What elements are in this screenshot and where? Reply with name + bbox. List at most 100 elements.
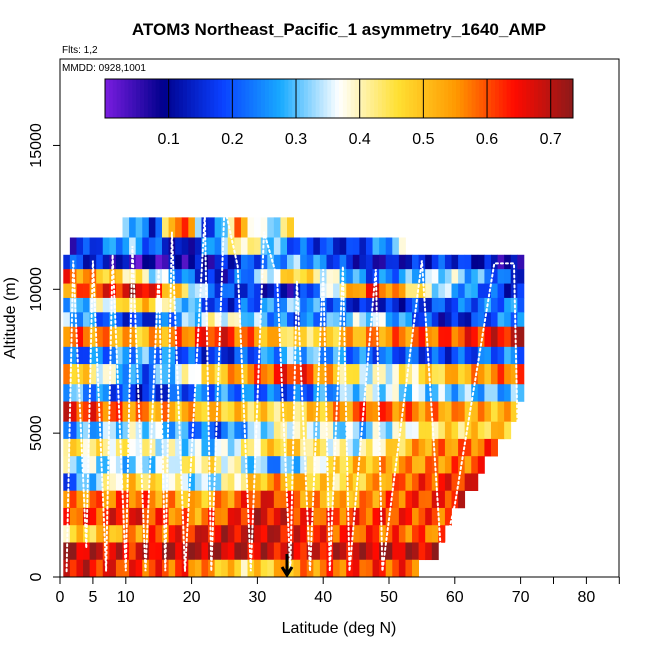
- heatmap-cell: [168, 421, 176, 440]
- heatmap-cell: [69, 364, 77, 385]
- heatmap-cell: [471, 421, 479, 440]
- colorbar-segment: [374, 79, 379, 118]
- heatmap-cell: [379, 269, 387, 284]
- colorbar-segment: [311, 79, 317, 118]
- heatmap-cell: [155, 312, 163, 328]
- heatmap-cell: [392, 297, 400, 313]
- heatmap-cell: [102, 254, 110, 270]
- heatmap-cell: [115, 237, 123, 256]
- heatmap-cell: [359, 473, 367, 491]
- heatmap-cell: [287, 326, 294, 348]
- heatmap-cell: [129, 312, 137, 328]
- heatmap-cell: [451, 401, 459, 422]
- x-tick-label: 30: [249, 589, 267, 606]
- colorbar-segment: [432, 79, 437, 118]
- heatmap-cell: [379, 297, 387, 313]
- heatmap-cell: [458, 283, 466, 299]
- heatmap-cell: [208, 326, 216, 348]
- colorbar-segment: [545, 79, 551, 118]
- heatmap-cell: [122, 421, 130, 440]
- heatmap-cell: [69, 401, 77, 422]
- heatmap-cell: [221, 421, 229, 440]
- heatmap-cell: [240, 559, 248, 578]
- heatmap-cell: [135, 326, 143, 348]
- heatmap-cell: [444, 456, 452, 474]
- heatmap-cell: [451, 438, 459, 457]
- heatmap-cell: [148, 384, 156, 402]
- heatmap-cell: [379, 473, 387, 491]
- heatmap-cell: [221, 297, 229, 313]
- heatmap-cell: [333, 559, 341, 578]
- colorbar-segment: [405, 79, 410, 118]
- heatmap-cell: [477, 384, 485, 402]
- colorbar-segment: [444, 79, 449, 118]
- heatmap-cell: [398, 269, 406, 284]
- heatmap-cell: [155, 559, 163, 578]
- heatmap-cell: [359, 283, 367, 299]
- colorbar-segment: [362, 79, 367, 118]
- heatmap-cell: [89, 490, 97, 509]
- heatmap-cell: [451, 283, 459, 299]
- heatmap-cell: [412, 507, 420, 526]
- heatmap-cell: [444, 364, 452, 385]
- heatmap-cell: [148, 507, 156, 526]
- heatmap-cell: [201, 384, 209, 402]
- heatmap-cell: [155, 237, 163, 256]
- heatmap-cell: [194, 237, 202, 256]
- heatmap-cell: [135, 254, 143, 270]
- heatmap-cell: [109, 490, 117, 509]
- heatmap-cell: [352, 473, 360, 491]
- heatmap-cell: [504, 384, 512, 402]
- heatmap-cell: [398, 237, 406, 256]
- heatmap-cell: [359, 542, 367, 561]
- heatmap-cell: [405, 542, 413, 561]
- heatmap-cell: [504, 269, 512, 284]
- heatmap-cell: [76, 312, 84, 328]
- heatmap-cell: [326, 421, 334, 440]
- heatmap-cell: [306, 283, 314, 299]
- heatmap-cell: [214, 254, 222, 270]
- heatmap-cell: [412, 346, 420, 365]
- heatmap-cell: [76, 507, 84, 526]
- heatmap-cell: [142, 326, 150, 348]
- heatmap-cell: [227, 559, 235, 578]
- heatmap-cell: [326, 438, 334, 457]
- heatmap-cell: [194, 283, 202, 299]
- heatmap-cell: [247, 438, 255, 457]
- heatmap-cell: [142, 237, 150, 256]
- heatmap-cell: [102, 438, 110, 457]
- heatmap-cell: [129, 507, 137, 526]
- heatmap-cell: [359, 421, 367, 440]
- heatmap-cell: [142, 473, 150, 491]
- heatmap-cell: [188, 283, 196, 299]
- heatmap-cell: [379, 283, 387, 299]
- heatmap-cell: [181, 490, 189, 509]
- heatmap-cell: [300, 283, 308, 299]
- heatmap-cell: [135, 269, 143, 284]
- heatmap-cell: [418, 542, 426, 561]
- heatmap-cell: [188, 312, 196, 328]
- heatmap-cell: [194, 559, 202, 578]
- colorbar-segment: [179, 79, 184, 118]
- heatmap-cell: [392, 269, 400, 284]
- heatmap-cell: [313, 346, 321, 365]
- position-marker: [280, 553, 294, 578]
- heatmap-cell: [339, 559, 347, 578]
- heatmap-cell: [175, 438, 183, 457]
- heatmap-cell: [425, 421, 433, 440]
- heatmap-cell: [188, 525, 196, 543]
- heatmap-cell: [392, 507, 400, 526]
- heatmap-cell: [293, 438, 301, 457]
- heatmap-cell: [208, 490, 216, 509]
- heatmap-cell: [234, 326, 242, 348]
- heatmap-cell: [438, 283, 446, 299]
- heatmap-cell: [405, 312, 413, 328]
- heatmap-cell: [477, 297, 485, 313]
- heatmap-cell: [96, 490, 104, 509]
- heatmap-cell: [208, 217, 216, 238]
- heatmap-cell: [267, 283, 275, 299]
- heatmap-cell: [102, 421, 110, 440]
- x-tick-label: 60: [446, 589, 464, 606]
- heatmap-cell: [438, 401, 446, 422]
- heatmap-cell: [517, 326, 525, 348]
